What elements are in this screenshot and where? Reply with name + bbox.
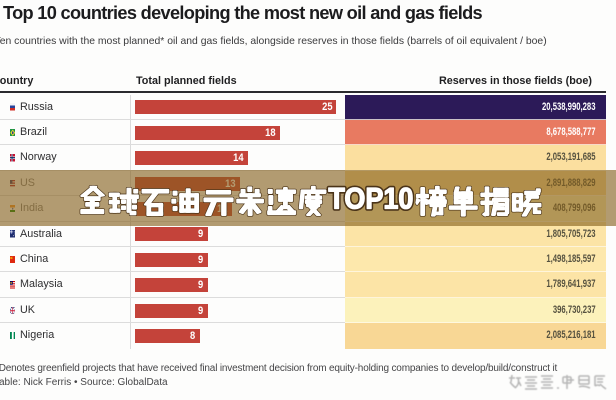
svg-text:TOP10: TOP10 [328, 182, 413, 215]
svg-text:TOP10: TOP10 [328, 182, 413, 215]
